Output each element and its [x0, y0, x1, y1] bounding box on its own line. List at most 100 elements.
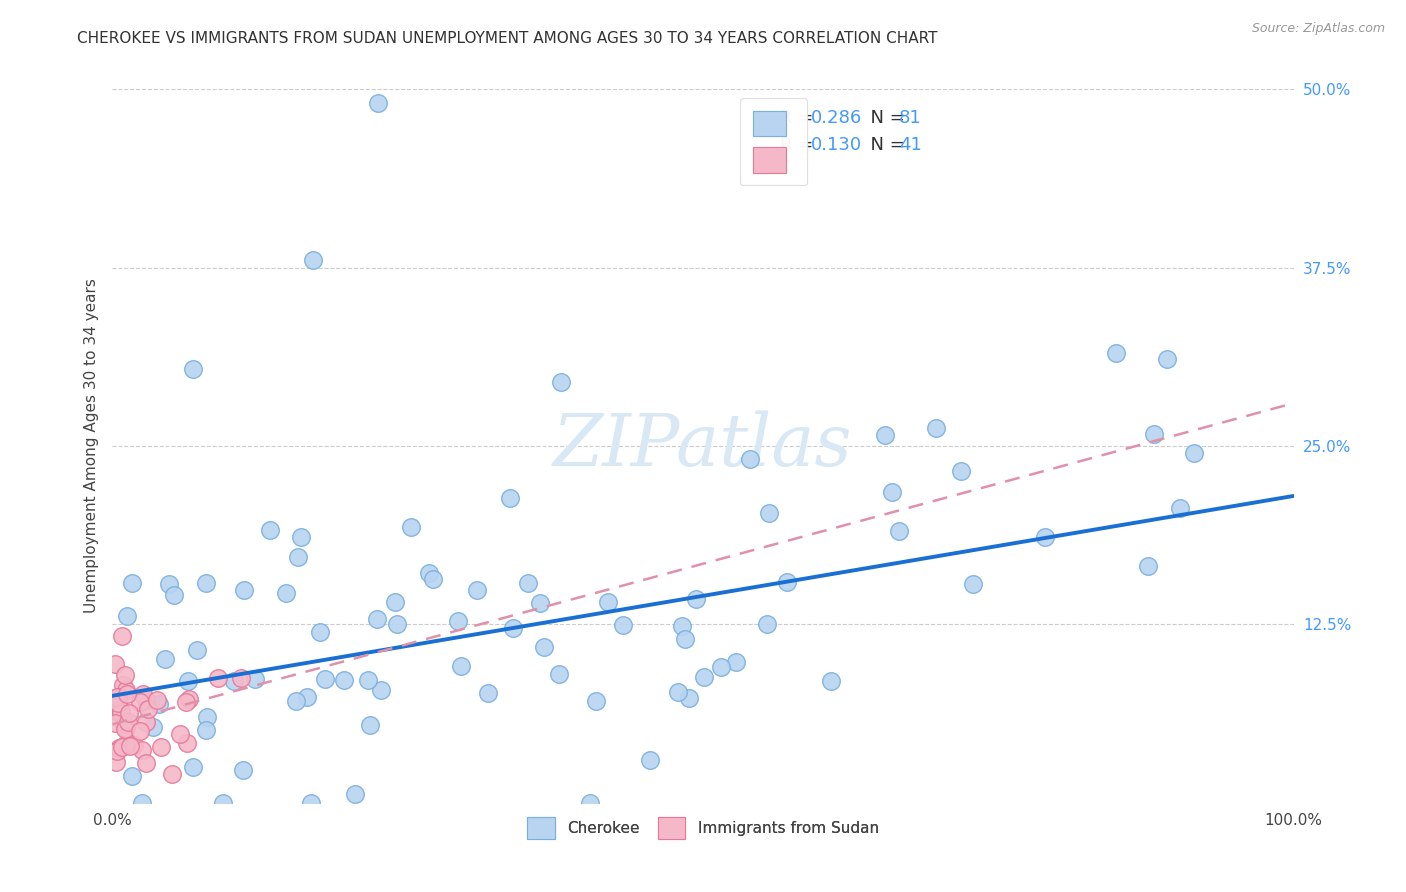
- Point: [146, 693, 169, 707]
- Point: [186, 643, 208, 657]
- Point: [110, 706, 132, 721]
- Point: [612, 617, 634, 632]
- Point: [710, 660, 733, 674]
- Point: [132, 686, 155, 700]
- Point: [638, 753, 661, 767]
- Text: N =: N =: [859, 109, 911, 127]
- Point: [384, 594, 406, 608]
- Point: [160, 767, 183, 781]
- Point: [367, 96, 389, 111]
- Point: [114, 668, 136, 682]
- Point: [128, 723, 150, 738]
- Point: [105, 690, 128, 705]
- Point: [157, 577, 180, 591]
- Point: [111, 629, 134, 643]
- Text: ZIPatlas: ZIPatlas: [553, 410, 853, 482]
- Point: [231, 763, 253, 777]
- Point: [243, 672, 266, 686]
- Point: [882, 485, 904, 500]
- Point: [107, 741, 129, 756]
- Point: [195, 723, 218, 737]
- Text: R =: R =: [780, 136, 818, 153]
- Point: [115, 686, 138, 700]
- Point: [122, 739, 145, 753]
- Point: [117, 715, 139, 730]
- Point: [516, 576, 538, 591]
- Point: [962, 577, 984, 591]
- Point: [274, 585, 297, 599]
- Point: [181, 760, 204, 774]
- Point: [104, 716, 127, 731]
- Point: [756, 617, 779, 632]
- Point: [120, 739, 142, 753]
- Point: [114, 683, 136, 698]
- Point: [447, 614, 470, 628]
- Text: N =: N =: [859, 136, 911, 153]
- Point: [114, 738, 136, 752]
- Point: [229, 671, 252, 685]
- Point: [110, 704, 132, 718]
- Point: [177, 674, 200, 689]
- Point: [332, 673, 354, 688]
- Point: [135, 756, 157, 770]
- Point: [299, 796, 322, 810]
- Point: [1168, 501, 1191, 516]
- Point: [314, 673, 336, 687]
- Point: [499, 491, 522, 506]
- Point: [176, 695, 198, 709]
- Point: [422, 572, 444, 586]
- Point: [259, 524, 281, 538]
- Point: [356, 673, 378, 687]
- Point: [308, 624, 330, 639]
- Point: [148, 698, 170, 712]
- Point: [107, 690, 129, 704]
- Point: [450, 658, 472, 673]
- Point: [685, 591, 707, 606]
- Point: [387, 616, 409, 631]
- Point: [115, 608, 138, 623]
- Point: [104, 755, 127, 769]
- Point: [295, 690, 318, 704]
- Point: [135, 693, 157, 707]
- Point: [673, 632, 696, 646]
- Point: [163, 588, 186, 602]
- Point: [666, 685, 689, 699]
- Text: 0.130: 0.130: [810, 136, 862, 153]
- Point: [776, 575, 799, 590]
- Point: [547, 666, 569, 681]
- Point: [111, 678, 134, 692]
- Point: [820, 673, 842, 688]
- Point: [533, 640, 555, 654]
- Point: [194, 576, 217, 591]
- Point: [177, 691, 200, 706]
- Point: [105, 744, 128, 758]
- Point: [284, 694, 307, 708]
- Point: [111, 740, 134, 755]
- Y-axis label: Unemployment Among Ages 30 to 34 years: Unemployment Among Ages 30 to 34 years: [83, 278, 98, 614]
- Point: [1033, 530, 1056, 544]
- Point: [290, 530, 312, 544]
- Point: [169, 726, 191, 740]
- Point: [343, 787, 366, 801]
- Point: [477, 686, 499, 700]
- Point: [925, 421, 948, 435]
- Point: [121, 769, 143, 783]
- Point: [121, 576, 143, 591]
- Point: [370, 683, 392, 698]
- Point: [112, 716, 135, 731]
- Point: [1156, 352, 1178, 367]
- Point: [302, 253, 325, 268]
- Point: [1105, 346, 1128, 360]
- Point: [585, 694, 607, 708]
- Point: [725, 655, 748, 669]
- Text: Source: ZipAtlas.com: Source: ZipAtlas.com: [1251, 22, 1385, 36]
- Point: [107, 696, 129, 710]
- Point: [693, 670, 716, 684]
- Point: [104, 657, 127, 671]
- Point: [671, 619, 693, 633]
- Point: [875, 427, 897, 442]
- Point: [596, 595, 619, 609]
- Point: [136, 702, 159, 716]
- Point: [502, 621, 524, 635]
- Point: [287, 549, 309, 564]
